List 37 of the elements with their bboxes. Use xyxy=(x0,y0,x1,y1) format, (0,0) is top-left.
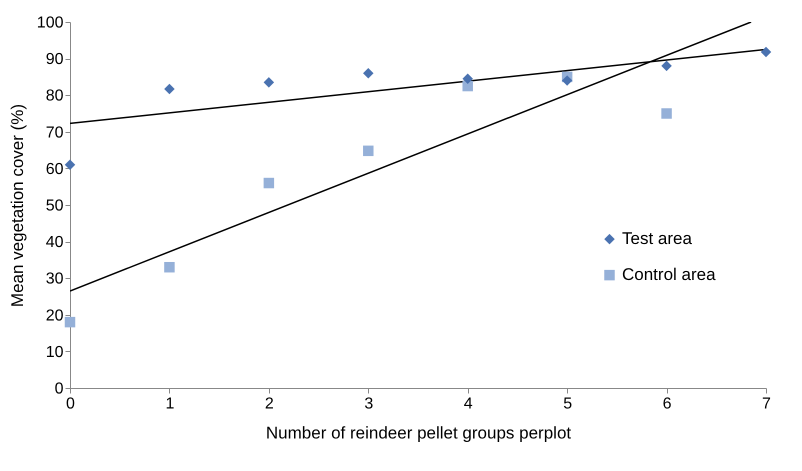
x-tick-label: 3 xyxy=(364,396,374,412)
point xyxy=(363,146,374,156)
y-tick-label: 90 xyxy=(46,51,64,68)
point xyxy=(462,80,473,92)
y-tick-label: 60 xyxy=(46,160,64,178)
y-tick-label: 40 xyxy=(46,234,64,252)
y-axis-title: Mean vegetation cover (%) xyxy=(8,104,27,308)
y-tick-label: 10 xyxy=(46,344,64,361)
point xyxy=(661,60,672,72)
x-tick-label: 5 xyxy=(563,396,572,412)
point xyxy=(164,262,175,272)
point xyxy=(164,84,175,94)
y-tick-label: 0 xyxy=(54,380,64,398)
y-tick-label: 30 xyxy=(46,270,64,288)
legend-label: Test area xyxy=(622,229,692,248)
x-tick-label: 7 xyxy=(762,396,772,412)
x-tick-label: 2 xyxy=(264,396,274,412)
point xyxy=(64,159,76,170)
y-tick-label: 100 xyxy=(36,14,64,32)
point xyxy=(264,77,274,88)
point xyxy=(661,108,672,119)
x-axis-title: Number of reindeer pellet groups perplot xyxy=(266,424,572,442)
point xyxy=(462,73,473,84)
x-tick-label: 4 xyxy=(464,396,473,412)
point xyxy=(363,68,374,78)
y-tick-label: 80 xyxy=(46,88,64,105)
point xyxy=(64,316,76,328)
y-tick-label: 50 xyxy=(46,198,64,214)
point xyxy=(562,75,572,86)
point xyxy=(760,46,772,58)
x-tick-label: 6 xyxy=(662,396,672,412)
x-tick-label: 1 xyxy=(165,396,174,412)
x-tick-label: 0 xyxy=(66,396,76,412)
y-tick-label: 20 xyxy=(46,307,64,324)
y-tick-label: 70 xyxy=(46,124,64,142)
legend-label: Control area xyxy=(622,265,716,284)
point xyxy=(264,178,274,188)
